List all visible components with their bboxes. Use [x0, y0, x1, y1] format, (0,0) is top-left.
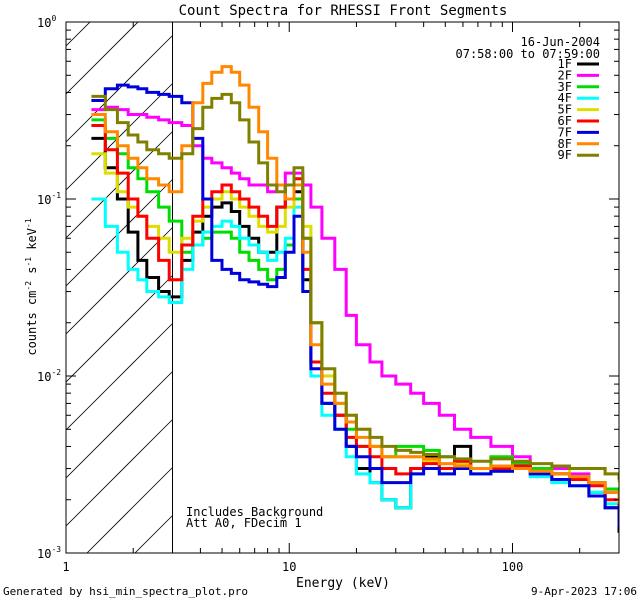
date-label: 16-Jun-2004	[521, 35, 600, 49]
x-tick-label: 1	[62, 560, 69, 574]
svg-text:counts cm-2 s-1 keV-1: counts cm-2 s-1 keV-1	[24, 218, 39, 355]
series-7F	[91, 83, 619, 528]
hatch-line	[66, 22, 139, 95]
hatch-line	[66, 275, 173, 383]
hatch-line	[66, 131, 173, 239]
hatch-line	[66, 83, 173, 191]
legend-label-9F: 9F	[558, 148, 572, 162]
y-tick-label: 10-3	[37, 545, 61, 561]
hatch-line	[66, 323, 173, 431]
hatched-excluded-region	[66, 22, 174, 553]
legend-label-6F: 6F	[558, 114, 572, 128]
x-tick-label: 100	[502, 560, 524, 574]
annotation-background: Includes Background	[186, 505, 323, 519]
y-tick-label: 10-1	[37, 191, 61, 207]
series-9F	[91, 92, 619, 480]
plot-frame	[65, 21, 620, 554]
legend-label-2F: 2F	[558, 68, 572, 82]
annotation-attenuator: Att A0, FDecim 1	[186, 516, 302, 530]
axes: 1 10 100 100 10-1 10-2 10-3	[37, 14, 620, 574]
legend-label-4F: 4F	[558, 91, 572, 105]
hatch-line	[66, 35, 173, 143]
y-axis-label: counts cm-2 s-1 keV-1	[24, 218, 39, 355]
hatch-line	[66, 227, 173, 335]
hatch-line	[86, 467, 173, 553]
x-tick-label: 10	[282, 560, 296, 574]
legend-label-8F: 8F	[558, 137, 572, 151]
legend-label-5F: 5F	[558, 103, 572, 117]
legend-label-1F: 1F	[558, 57, 572, 71]
legend-label-7F: 7F	[558, 125, 572, 139]
footer-timestamp: 9-Apr-2023 17:06	[531, 585, 637, 598]
hatch-line	[66, 22, 91, 47]
x-axis-label: Energy (keV)	[296, 576, 390, 591]
hatch-line	[66, 179, 173, 287]
series-2F	[91, 105, 619, 500]
series-8F	[91, 65, 619, 504]
hatch-line	[66, 419, 173, 527]
hatch-line	[66, 371, 173, 479]
chart-title: Count Spectra for RHESSI Front Segments	[179, 3, 508, 19]
y-tick-label: 100	[37, 14, 56, 30]
y-tick-label: 10-2	[37, 368, 61, 384]
series-layer	[91, 65, 619, 533]
legend-label-3F: 3F	[558, 80, 572, 94]
footer-generated-by: Generated by hsi_min_spectra_plot.pro	[3, 585, 248, 598]
time-range-label: 07:58:00 to 07:59:00	[456, 47, 601, 61]
hatch-line	[134, 515, 173, 553]
